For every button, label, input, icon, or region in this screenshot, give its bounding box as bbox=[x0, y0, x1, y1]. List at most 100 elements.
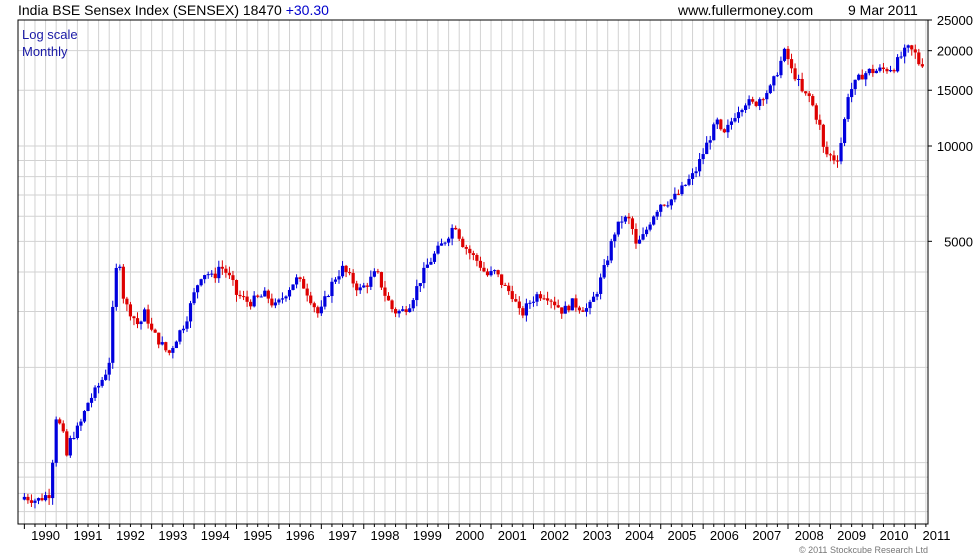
candle-up bbox=[408, 308, 412, 313]
candle-up bbox=[340, 265, 345, 277]
candle-down bbox=[860, 74, 864, 80]
plot-frame bbox=[17, 19, 929, 525]
candle-up bbox=[641, 234, 645, 240]
site-url[interactable]: www.fullermoney.com bbox=[678, 2, 814, 18]
candle-up bbox=[694, 171, 698, 174]
candle-up bbox=[895, 57, 900, 72]
candle-up bbox=[698, 159, 702, 172]
candle-up bbox=[673, 193, 677, 200]
x-tick-label: 1990 bbox=[31, 528, 60, 543]
candle-up bbox=[743, 105, 748, 111]
x-tick-label: 2000 bbox=[455, 528, 484, 543]
candle-up bbox=[415, 286, 419, 301]
candle-down bbox=[892, 70, 896, 72]
candle-down bbox=[821, 124, 825, 147]
candle-up bbox=[857, 74, 861, 80]
candle-down bbox=[814, 105, 818, 120]
candle-down bbox=[885, 69, 889, 72]
candle-down bbox=[920, 64, 924, 67]
candle-up bbox=[188, 303, 193, 322]
x-tick-label: 2011 bbox=[923, 528, 951, 543]
candle-down bbox=[581, 310, 585, 312]
candle-down bbox=[630, 218, 635, 229]
x-tick-label: 2008 bbox=[795, 528, 824, 543]
candle-down bbox=[40, 498, 44, 501]
candle-up bbox=[203, 275, 207, 280]
candle-up bbox=[206, 274, 210, 276]
candle-down bbox=[510, 291, 514, 300]
candle-up bbox=[842, 119, 847, 144]
candle-up bbox=[422, 267, 426, 284]
candle-down bbox=[454, 227, 458, 230]
candle-up bbox=[867, 68, 871, 74]
candle-down bbox=[800, 78, 804, 92]
y-tick-label: 20000 bbox=[937, 44, 973, 59]
candle-up bbox=[595, 293, 599, 297]
candle-up bbox=[160, 342, 164, 345]
candle-up bbox=[736, 112, 741, 119]
candle-up bbox=[492, 270, 497, 272]
candle-down bbox=[662, 204, 666, 206]
candle-up bbox=[690, 173, 695, 179]
candle-up bbox=[705, 142, 709, 155]
candle-up bbox=[291, 284, 295, 290]
candle-up bbox=[418, 283, 422, 287]
candle-down bbox=[47, 495, 51, 499]
candle-down bbox=[835, 160, 840, 162]
candle-down bbox=[298, 277, 302, 279]
candle-up bbox=[287, 289, 292, 297]
candle-down bbox=[404, 309, 408, 313]
candle-down bbox=[676, 193, 681, 195]
candle-down bbox=[482, 267, 486, 272]
candle-down bbox=[65, 431, 69, 456]
candle-down bbox=[485, 271, 490, 276]
candle-up bbox=[114, 267, 118, 307]
candle-up bbox=[429, 261, 433, 265]
price-change: +30.30 bbox=[285, 2, 329, 18]
x-tick-label: 1998 bbox=[371, 528, 400, 543]
candle-up bbox=[263, 290, 267, 297]
candle-up bbox=[68, 438, 72, 456]
candle-up bbox=[319, 306, 323, 314]
candle-down bbox=[58, 419, 62, 424]
candle-up bbox=[659, 204, 663, 212]
candle-down bbox=[312, 303, 316, 308]
candle-down bbox=[227, 272, 232, 276]
candle-down bbox=[828, 154, 833, 156]
candle-up bbox=[425, 264, 429, 268]
copyright-text: © 2011 Stockcube Research Ltd bbox=[798, 545, 928, 555]
candle-down bbox=[553, 301, 557, 306]
candle-down bbox=[213, 273, 217, 279]
candle-up bbox=[439, 243, 444, 246]
candle-down bbox=[132, 316, 136, 319]
candle-up bbox=[369, 276, 373, 287]
candle-down bbox=[832, 155, 836, 161]
candle-down bbox=[234, 280, 239, 295]
candle-up bbox=[333, 279, 338, 282]
candle-down bbox=[305, 288, 309, 296]
candle-down bbox=[390, 300, 394, 310]
candle-down bbox=[910, 45, 914, 50]
candle-down bbox=[793, 68, 797, 80]
candle-down bbox=[521, 308, 525, 316]
candle-up bbox=[768, 85, 772, 94]
candle-up bbox=[284, 296, 288, 299]
candle-up bbox=[726, 124, 730, 133]
candle-down bbox=[475, 254, 479, 261]
candle-up bbox=[888, 70, 893, 72]
candle-up bbox=[765, 93, 769, 100]
candle-up bbox=[450, 227, 454, 239]
candle-up bbox=[701, 154, 705, 160]
candle-up bbox=[772, 76, 776, 86]
x-tick-label: 1996 bbox=[286, 528, 315, 543]
candle-up bbox=[54, 419, 58, 463]
candle-up bbox=[655, 211, 659, 217]
candle-down bbox=[150, 323, 154, 330]
candle-up bbox=[782, 48, 787, 61]
candle-down bbox=[811, 96, 815, 106]
candle-up bbox=[846, 97, 850, 120]
candle-up bbox=[637, 239, 642, 244]
candle-up bbox=[280, 298, 285, 300]
candle-up bbox=[195, 285, 200, 293]
candle-up bbox=[683, 184, 688, 186]
